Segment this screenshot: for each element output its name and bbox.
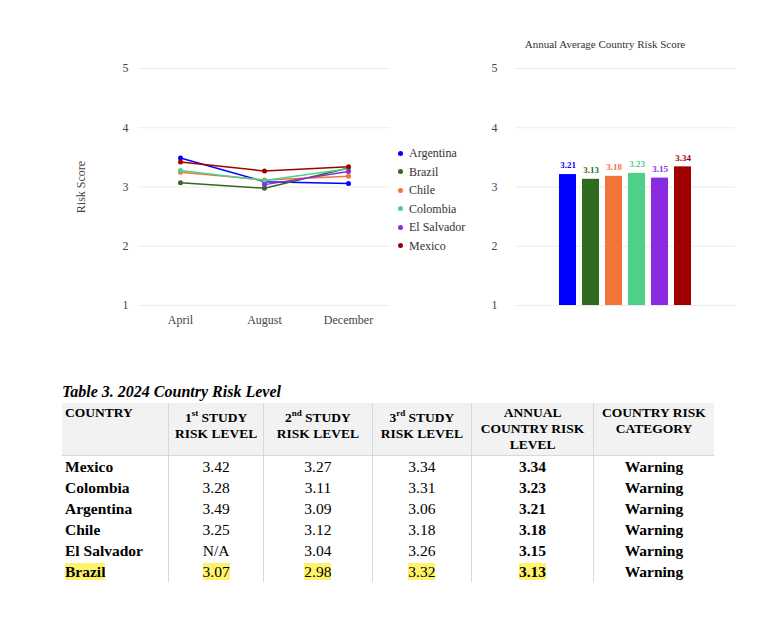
svg-text:3.13: 3.13 [583, 165, 599, 175]
svg-text:3.23: 3.23 [629, 159, 645, 169]
html-text:3.06: 3.06 [408, 499, 436, 517]
svg-text:December: December [324, 313, 373, 327]
html-text:3.28: 3.28 [202, 478, 230, 496]
html-text:3.12: 3.12 [304, 520, 332, 538]
svg-text:5: 5 [123, 61, 129, 75]
html-text:COUNTRY RISK CATEGORY: COUNTRY RISK CATEGORY [602, 405, 706, 436]
html-text:COUNTRY: COUNTRY [65, 405, 133, 420]
html-text:3.04: 3.04 [304, 541, 332, 559]
html-text:Warning: Warning [624, 520, 684, 538]
svg-text:2: 2 [492, 239, 498, 253]
svg-text:4: 4 [492, 121, 498, 135]
html-text:Brazil: Brazil [409, 164, 439, 179]
svg-text:3: 3 [492, 180, 498, 194]
html-text:3.13: 3.13 [519, 562, 547, 580]
svg-text:3.18: 3.18 [606, 162, 622, 172]
html-text:3.31: 3.31 [408, 478, 436, 496]
html-text:Warning: Warning [624, 478, 684, 496]
svg-text:1: 1 [492, 298, 498, 312]
html-text:Mexico: Mexico [409, 238, 446, 253]
svg-text:Risk Score: Risk Score [74, 161, 88, 213]
html-text:3.18: 3.18 [408, 520, 436, 538]
svg-text:3.21: 3.21 [560, 160, 576, 170]
html-text:3.07: 3.07 [202, 562, 230, 580]
html-text:3.34: 3.34 [519, 457, 547, 475]
svg-text:1: 1 [123, 298, 129, 312]
html-text:Chile: Chile [65, 520, 101, 538]
svg-text:April: April [168, 313, 194, 327]
html-text:Warning: Warning [624, 457, 684, 475]
html-text:Chile: Chile [409, 183, 435, 197]
html-text:3.42: 3.42 [202, 457, 230, 475]
html-text:El Salvador: El Salvador [65, 541, 143, 559]
html-text:Colombia: Colombia [409, 201, 457, 216]
html-text:Warning: Warning [624, 499, 684, 517]
html-text:Colombia: Colombia [65, 478, 130, 496]
svg-text:4: 4 [123, 121, 129, 135]
html-text:2ndSTUDY RISK LEVEL: 2ndSTUDY RISK LEVEL [276, 408, 359, 441]
html-text:3.18: 3.18 [519, 520, 547, 538]
html-text:Argentina: Argentina [409, 146, 457, 160]
html-text:ANNUAL COUNTRY RISK LEVEL: ANNUAL COUNTRY RISK LEVEL [480, 405, 585, 452]
svg-text:5: 5 [492, 61, 498, 75]
html-text:El Salvador: El Salvador [409, 220, 466, 234]
html-text:3.49: 3.49 [202, 499, 230, 517]
html-text:3.23: 3.23 [519, 478, 547, 496]
html-text:N/A: N/A [202, 541, 230, 559]
html-text:3.11: 3.11 [304, 478, 332, 496]
html-text:3.21: 3.21 [519, 499, 547, 517]
html-text:Argentina: Argentina [65, 499, 133, 517]
svg-text:2: 2 [123, 239, 129, 253]
html-text:3.26: 3.26 [408, 541, 436, 559]
html-text:3rdSTUDY RISK LEVEL: 3rdSTUDY RISK LEVEL [380, 408, 463, 441]
html-text:3.34: 3.34 [408, 457, 436, 475]
html-text:3.09: 3.09 [304, 499, 332, 517]
html-text:Warning: Warning [624, 562, 684, 580]
html-text:3.25: 3.25 [202, 520, 230, 538]
svg-text:August: August [247, 313, 282, 327]
html-text:1stSTUDY RISK LEVEL: 1stSTUDY RISK LEVEL [175, 408, 258, 441]
html-text:Annual Average Country Risk Sc: Annual Average Country Risk Score [524, 38, 686, 50]
html-text:3.32: 3.32 [408, 562, 436, 580]
html-text:Mexico: Mexico [65, 457, 114, 475]
svg-text:3: 3 [123, 180, 129, 194]
html-text:3.15: 3.15 [519, 541, 547, 559]
html-text:Table 3. 2024 Country Risk Lev: Table 3. 2024 Country Risk Level [62, 383, 281, 400]
svg-text:3.15: 3.15 [652, 164, 668, 174]
html-text:2.98: 2.98 [304, 562, 332, 580]
html-text:3.27: 3.27 [304, 457, 332, 475]
html-text:Brazil: Brazil [65, 562, 106, 580]
svg-text:3.34: 3.34 [675, 153, 691, 163]
html-text:Warning: Warning [624, 541, 684, 559]
